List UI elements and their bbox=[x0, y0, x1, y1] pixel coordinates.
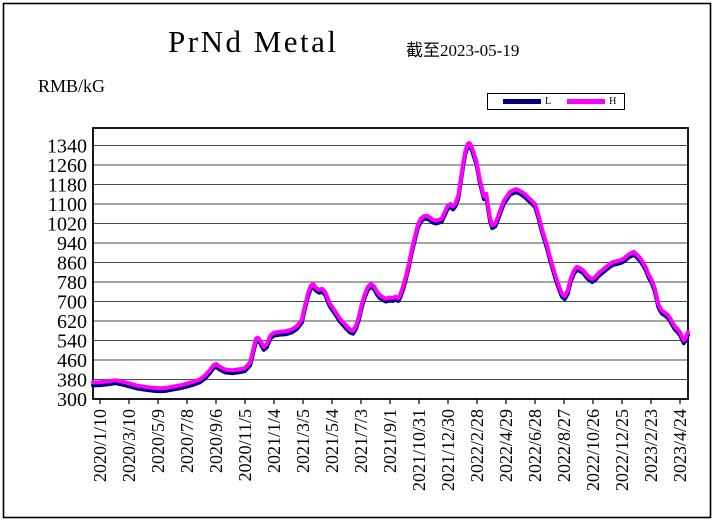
x-axis-label: 2021/1/4 bbox=[264, 409, 284, 473]
y-axis-label: 1260 bbox=[47, 155, 87, 177]
legend: L H bbox=[487, 93, 625, 110]
legend-label-l: L bbox=[545, 95, 552, 107]
x-axis-label: 2022/8/27 bbox=[554, 409, 574, 482]
plot-border bbox=[92, 127, 689, 400]
x-axis-label: 2023/2/23 bbox=[641, 409, 661, 482]
x-axis-labels: 2020/1/10 2020/3/10 2020/5/9 2020/7/8 2020/9… bbox=[90, 409, 690, 491]
series-line-h bbox=[91, 141, 690, 391]
x-axis-label: 2020/3/10 bbox=[119, 409, 139, 482]
x-axis-label: 2020/11/5 bbox=[235, 409, 255, 481]
x-axis-label: 2021/7/3 bbox=[351, 409, 371, 473]
y-axis-label: 860 bbox=[57, 253, 87, 275]
legend-line-h-swatch bbox=[567, 99, 606, 104]
x-axis-label: 2021/10/31 bbox=[409, 409, 429, 491]
x-axis-label: 2021/12/30 bbox=[438, 409, 458, 491]
y-axis-label: 460 bbox=[57, 350, 87, 372]
chart-title: PrNd Metal bbox=[168, 24, 339, 59]
x-axis-label: 2020/1/10 bbox=[90, 409, 110, 482]
x-axis-label: 2021/3/5 bbox=[293, 409, 313, 473]
x-axis-label: 2020/7/8 bbox=[177, 409, 197, 473]
y-axis-label: 540 bbox=[57, 331, 87, 353]
y-axis-label: 1340 bbox=[47, 136, 87, 158]
x-axis-label: 2022/10/26 bbox=[583, 409, 603, 491]
y-axis-label: 940 bbox=[57, 233, 87, 255]
x-axis-label: 2022/2/28 bbox=[467, 409, 487, 482]
x-axis-label: 2022/12/25 bbox=[612, 409, 632, 491]
y-axis-label: 300 bbox=[57, 389, 87, 411]
x-axis-ticks bbox=[99, 399, 681, 404]
y-axis-unit-label: RMB/kG bbox=[38, 76, 106, 96]
legend-line-l-swatch bbox=[503, 99, 541, 104]
y-axis-label: 1020 bbox=[47, 214, 87, 236]
x-axis-label: 2021/9/1 bbox=[380, 409, 400, 473]
y-axis-labels: 3003804605406207007808609401020110011801… bbox=[47, 136, 87, 412]
x-axis-label: 2020/9/6 bbox=[206, 409, 226, 473]
gridlines bbox=[93, 145, 688, 380]
y-axis-label: 700 bbox=[57, 292, 87, 314]
legend-label-h: H bbox=[609, 95, 617, 107]
y-axis-label: 380 bbox=[57, 370, 87, 392]
series-line-l bbox=[91, 144, 690, 394]
x-axis-label: 2022/4/29 bbox=[496, 409, 516, 482]
x-axis-label: 2021/5/4 bbox=[322, 409, 342, 473]
legend-item-h: H bbox=[567, 95, 617, 107]
y-axis-label: 1100 bbox=[48, 194, 87, 216]
x-axis-label: 2023/4/24 bbox=[670, 409, 690, 482]
y-axis-label: 1180 bbox=[48, 175, 87, 197]
y-axis-label: 780 bbox=[57, 272, 87, 294]
x-axis-label: 2020/5/9 bbox=[148, 409, 168, 473]
x-axis-label: 2022/6/28 bbox=[525, 409, 545, 482]
y-axis-label: 620 bbox=[57, 311, 87, 333]
chart-subtitle: 截至2023-05-19 bbox=[406, 41, 520, 60]
legend-item-l: L bbox=[503, 95, 552, 107]
